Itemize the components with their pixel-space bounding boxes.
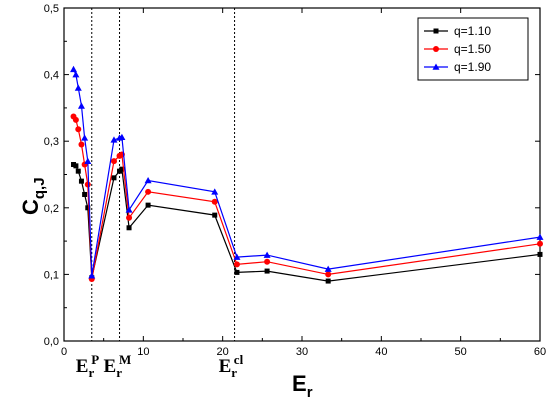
y-tick-label-2: 0,2: [44, 203, 59, 215]
y-axis-label-main: C: [18, 199, 43, 215]
series-0-point-2: [75, 168, 81, 174]
series-2-point-13: [233, 253, 241, 260]
plot-area: 0 10 20 30 40 50 60 0,0 0,1 0,2 0,3 0,4 0,5 ErP ErM Erc…: [44, 3, 546, 380]
series-1-point-16: [537, 240, 543, 247]
series-2-point-2: [74, 84, 82, 91]
series-2-point-10: [125, 206, 133, 213]
x-tick-label-6: 60: [534, 346, 546, 358]
y-tick-label-4: 0,4: [44, 70, 59, 82]
y-tick-label-0: 0,0: [44, 336, 59, 348]
series-0-point-11: [145, 202, 151, 208]
series-1-point-3: [78, 141, 85, 148]
vline-label-0: ErP: [76, 352, 99, 380]
series-2-point-7: [110, 136, 118, 143]
y-axis-label: Cq,J: [18, 177, 48, 215]
legend-marker-1: [433, 46, 439, 52]
y-tick-label-1: 0,1: [44, 269, 59, 281]
series-0-point-16: [537, 251, 543, 257]
x-tick-label-5: 50: [455, 346, 467, 358]
x-axis-label-main: E: [292, 371, 307, 396]
series-1-point-15: [325, 271, 332, 278]
series-0-point-1: [73, 163, 79, 169]
legend-marker-0: [433, 28, 439, 34]
x-axis-label-text: Er: [292, 371, 313, 401]
series-1-point-13: [233, 261, 240, 268]
legend-marker-2: [432, 63, 440, 70]
y-tick-label-5: 0,5: [44, 3, 59, 15]
vline-label-2: Ercl: [219, 352, 244, 380]
legend-label-0: q=1.10: [454, 24, 491, 38]
series-0-point-13: [234, 269, 240, 275]
series-2-point-11: [144, 176, 152, 184]
series-0-point-9: [119, 166, 125, 172]
series-line-2: [72, 69, 541, 276]
series-2-point-14: [263, 251, 271, 258]
series-2-point-9: [118, 133, 126, 141]
x-tick-label-0: 0: [61, 346, 67, 358]
series-0-point-15: [325, 278, 331, 284]
vline-label-1: ErM: [104, 352, 132, 380]
series-0-point-12: [212, 212, 218, 218]
x-axis-label: Er: [292, 371, 313, 401]
series-1-point-5: [84, 181, 91, 188]
series-0-point-3: [78, 178, 84, 184]
series-0-point-10: [126, 225, 132, 231]
series-2-point-1: [72, 71, 80, 78]
series-1-point-11: [145, 188, 152, 195]
series-2-point-0: [70, 65, 78, 73]
series-1-point-2: [75, 126, 82, 133]
x-tick-label-3: 30: [296, 346, 308, 358]
series-2-point-15: [324, 265, 332, 272]
series-0-point-5: [85, 205, 91, 211]
x-tick-label-1: 10: [137, 346, 149, 358]
x-tick-label-2: 20: [217, 346, 229, 358]
series-1-point-12: [211, 198, 218, 205]
series-2-point-12: [211, 188, 219, 195]
series-1-point-1: [72, 116, 79, 123]
series-0-point-14: [264, 268, 270, 274]
y-tick-label-3: 0,3: [44, 136, 59, 148]
y-axis-label-text: Cq,J: [18, 177, 48, 215]
series-1-point-10: [126, 214, 133, 221]
x-axis-label-sub: r: [307, 384, 313, 401]
series-2-point-16: [536, 233, 544, 240]
series-0-point-7: [111, 175, 117, 181]
series-0-point-4: [82, 191, 88, 197]
series-2-point-5: [84, 157, 92, 164]
series-line-1: [73, 116, 541, 280]
series-1-point-7: [110, 158, 117, 165]
series-2-point-4: [81, 134, 89, 141]
series-1-point-14: [264, 258, 271, 265]
legend: q=1.10 q=1.50 q=1.90: [417, 17, 529, 81]
y-axis-label-sub: q,J: [31, 177, 48, 199]
series-2-point-6: [88, 272, 96, 279]
series-2-point-3: [77, 102, 85, 109]
x-tick-label-4: 40: [375, 346, 387, 358]
legend-label-1: q=1.50: [454, 42, 491, 56]
legend-label-2: q=1.90: [454, 60, 491, 74]
